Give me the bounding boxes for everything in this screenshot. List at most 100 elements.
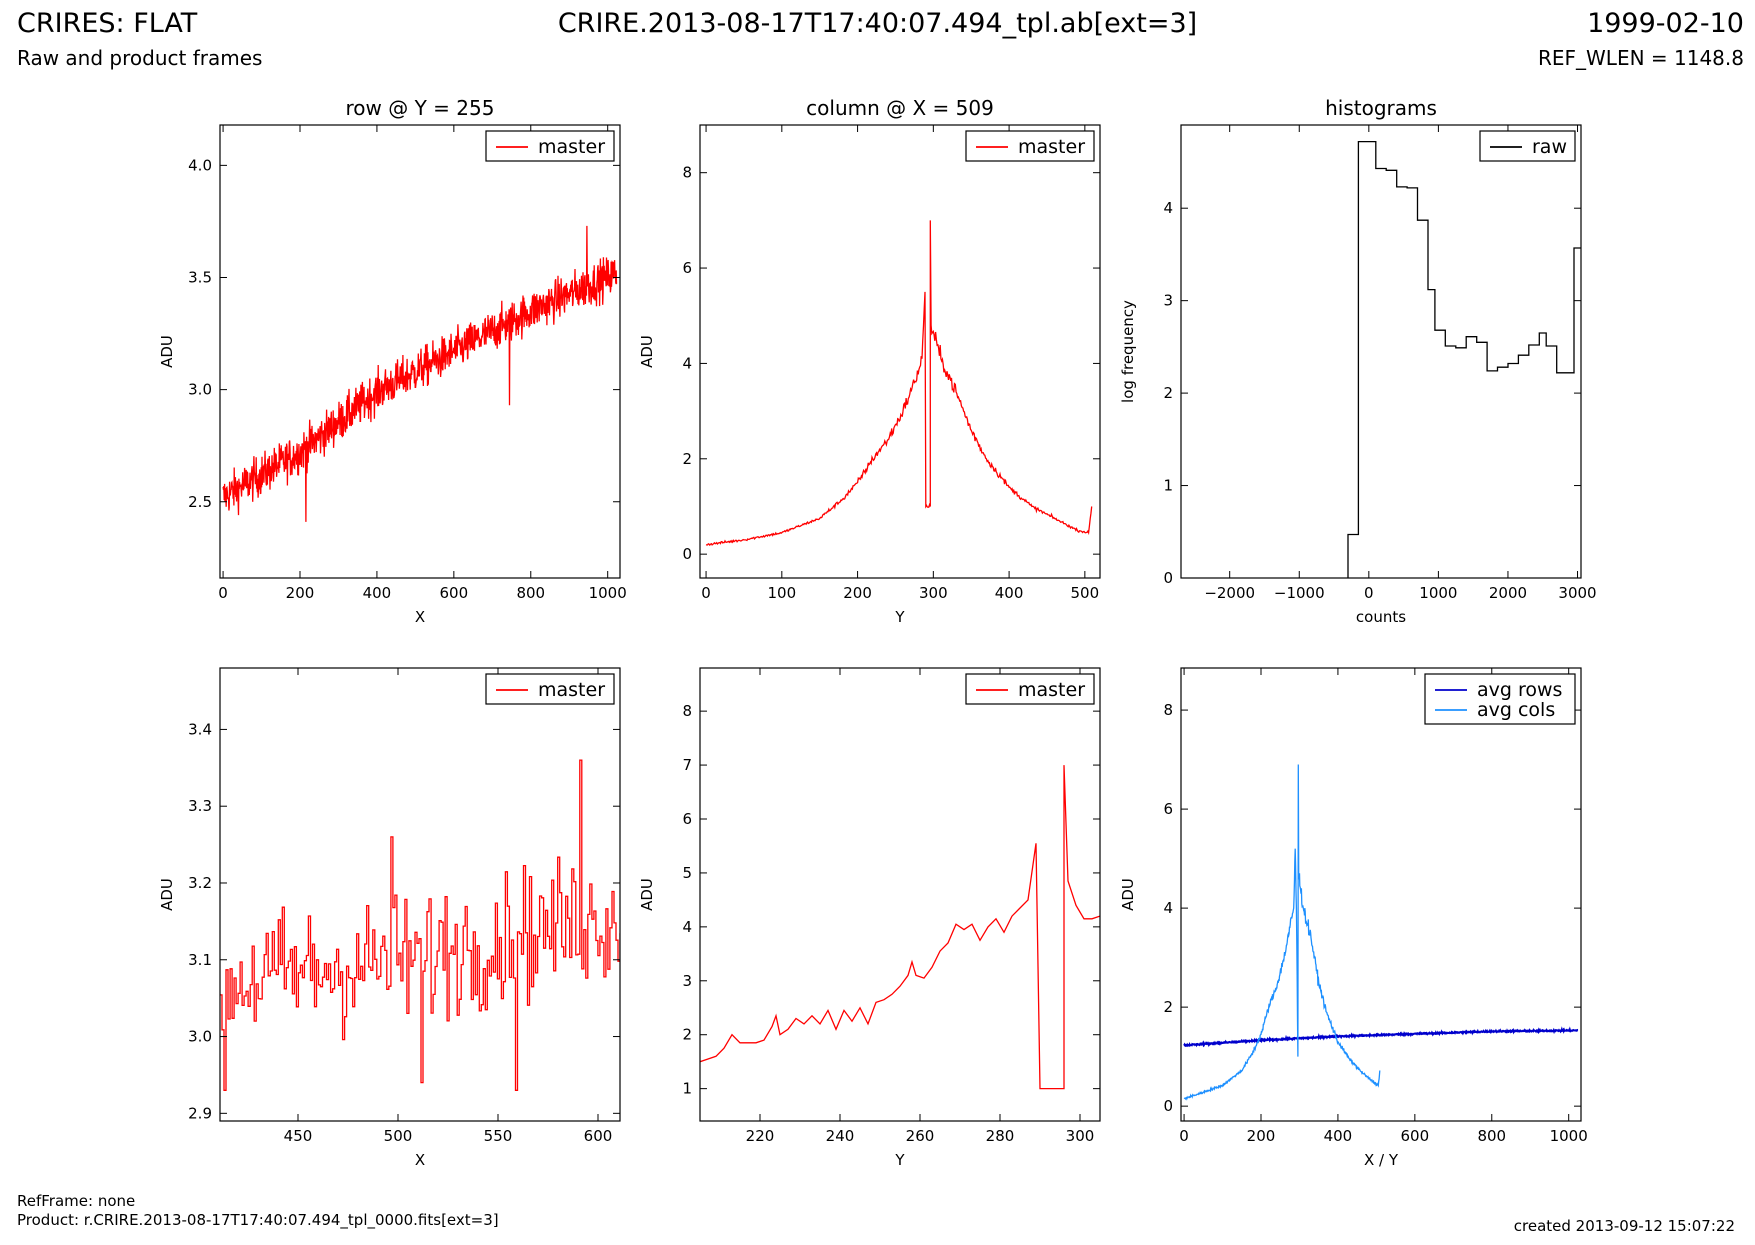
x-tick-label: 400 xyxy=(1324,1127,1353,1145)
x-tick-label: 1000 xyxy=(1550,1127,1588,1145)
x-tick-label: −1000 xyxy=(1274,584,1325,602)
y-tick-label: 8 xyxy=(682,164,692,182)
x-tick-label: 600 xyxy=(440,584,469,602)
series-line-raw xyxy=(1347,140,1581,578)
x-tick-label: 600 xyxy=(1401,1127,1430,1145)
chart-histograms: −2000 −1000 0 1000 2000 3000 0 1 2 3 4 histograms co… xyxy=(1119,96,1597,626)
x-tick-label: 400 xyxy=(363,584,392,602)
y-tick-label: 2 xyxy=(1163,384,1173,402)
y-tick-label: 3 xyxy=(682,972,692,990)
x-tick-label: 450 xyxy=(284,1127,313,1145)
legend-label: master xyxy=(538,679,605,701)
legend-label: master xyxy=(538,136,605,158)
legend: master xyxy=(965,673,1095,705)
y-tick-label: 6 xyxy=(1163,800,1173,818)
x-tick-label: 3000 xyxy=(1558,584,1596,602)
y-tick-label: 3.2 xyxy=(188,874,212,892)
y-tick-label: 8 xyxy=(1163,701,1173,719)
legend-label: master xyxy=(1018,679,1085,701)
series-line-master xyxy=(220,759,620,1091)
x-axis-label: X xyxy=(415,608,425,626)
x-axis-label: X xyxy=(415,1151,425,1169)
x-tick-label: 200 xyxy=(1247,1127,1276,1145)
refframe-label: RefFrame: none xyxy=(17,1192,136,1210)
legend-label: avg rows xyxy=(1477,679,1562,701)
y-tick-label: 4 xyxy=(682,354,692,372)
plot-frame xyxy=(219,124,621,579)
chart-averages: 0 200 400 600 800 1000 0 2 4 6 8 X / Y ADU avg rowsav… xyxy=(1119,667,1588,1169)
y-tick-label: 2.9 xyxy=(188,1104,212,1122)
file-name-title: CRIRE.2013-08-17T17:40:07.494_tpl.ab[ext… xyxy=(557,8,1198,39)
x-tick-label: 1000 xyxy=(1419,584,1457,602)
y-tick-label: 8 xyxy=(682,702,692,720)
x-tick-label: 280 xyxy=(986,1127,1015,1145)
chart-column: 0 100 200 300 400 500 0 2 4 6 8 column @ X = 509 Y AD… xyxy=(638,96,1101,626)
plot-frame xyxy=(699,667,1101,1122)
observation-date: 1999-02-10 xyxy=(1587,8,1744,39)
y-tick-label: 3.1 xyxy=(188,951,212,969)
chart-row-zoom: 450 500 550 600 2.9 3.0 3.1 3.2 3.3 3.4 X ADU master xyxy=(158,667,621,1169)
y-axis-label: ADU xyxy=(158,335,176,368)
x-tick-label: 500 xyxy=(384,1127,413,1145)
y-tick-label: 7 xyxy=(682,756,692,774)
product-label: Product: r.CRIRE.2013-08-17T17:40:07.494… xyxy=(17,1211,499,1229)
x-tick-label: 800 xyxy=(1477,1127,1506,1145)
report-subtitle: Raw and product frames xyxy=(17,46,263,70)
legend: master xyxy=(485,130,615,162)
y-tick-label: 0 xyxy=(1163,569,1173,587)
legend: master xyxy=(965,130,1095,162)
series-line-master xyxy=(705,220,1093,547)
x-tick-label: 500 xyxy=(1071,584,1100,602)
y-tick-label: 0 xyxy=(682,545,692,563)
y-tick-label: 3.0 xyxy=(188,1028,212,1046)
series-line-master xyxy=(700,765,1100,1090)
y-tick-label: 3.4 xyxy=(188,720,212,738)
x-tick-label: 0 xyxy=(1179,1127,1189,1145)
x-axis-label: X / Y xyxy=(1364,1151,1399,1169)
plot-frame xyxy=(1180,124,1582,579)
series-line-master xyxy=(222,225,618,522)
x-tick-label: 240 xyxy=(826,1127,855,1145)
x-tick-label: 100 xyxy=(767,584,796,602)
legend-label: master xyxy=(1018,136,1085,158)
x-tick-label: 300 xyxy=(1066,1127,1095,1145)
x-tick-label: 0 xyxy=(701,584,711,602)
y-tick-label: 6 xyxy=(682,259,692,277)
y-axis-label: ADU xyxy=(638,335,656,368)
x-tick-label: 0 xyxy=(218,584,228,602)
plot-frame xyxy=(219,667,621,1122)
footer-info: RefFrame: none Product: r.CRIRE.2013-08-… xyxy=(17,1192,499,1230)
legend-label: raw xyxy=(1532,136,1567,158)
y-tick-label: 3.3 xyxy=(188,797,212,815)
y-tick-label: 2 xyxy=(682,450,692,468)
y-tick-label: 4 xyxy=(1163,199,1173,217)
x-tick-label: 220 xyxy=(746,1127,775,1145)
chart-row: 0 200 400 600 800 1000 2.5 3.0 3.5 4.0 row @ Y = 2… xyxy=(158,96,627,626)
y-tick-label: 4 xyxy=(1163,899,1173,917)
x-axis-label: Y xyxy=(894,1151,905,1169)
y-tick-label: 2.5 xyxy=(188,493,212,511)
legend: master xyxy=(485,673,615,705)
x-tick-label: 200 xyxy=(286,584,315,602)
x-tick-label: 2000 xyxy=(1489,584,1527,602)
x-tick-label: 0 xyxy=(1364,584,1374,602)
y-tick-label: 4.0 xyxy=(188,156,212,174)
chart-title: row @ Y = 255 xyxy=(346,96,495,120)
y-tick-label: 1 xyxy=(682,1080,692,1098)
y-tick-label: 3.0 xyxy=(188,381,212,399)
plot-frame xyxy=(699,124,1101,579)
legend-label: avg cols xyxy=(1477,699,1555,721)
y-tick-label: 4 xyxy=(682,918,692,936)
created-timestamp: created 2013-09-12 15:07:22 xyxy=(1513,1217,1735,1235)
y-tick-label: 2 xyxy=(1163,998,1173,1016)
x-tick-label: 300 xyxy=(919,584,948,602)
y-axis-label: log frequency xyxy=(1119,300,1137,403)
x-axis-label: counts xyxy=(1356,608,1406,626)
legend: raw xyxy=(1479,130,1576,162)
chart-title: histograms xyxy=(1325,96,1437,120)
ref-wlen: REF_WLEN = 1148.8 xyxy=(1537,46,1744,70)
x-axis-label: Y xyxy=(894,608,905,626)
series-line-avg-rows xyxy=(1183,1026,1579,1048)
